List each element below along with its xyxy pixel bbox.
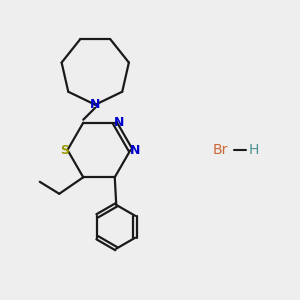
Text: Br: Br (213, 143, 228, 157)
Text: N: N (130, 143, 140, 157)
Text: N: N (114, 116, 124, 129)
Text: S: S (60, 143, 69, 157)
Text: N: N (90, 98, 101, 111)
Text: H: H (248, 143, 259, 157)
